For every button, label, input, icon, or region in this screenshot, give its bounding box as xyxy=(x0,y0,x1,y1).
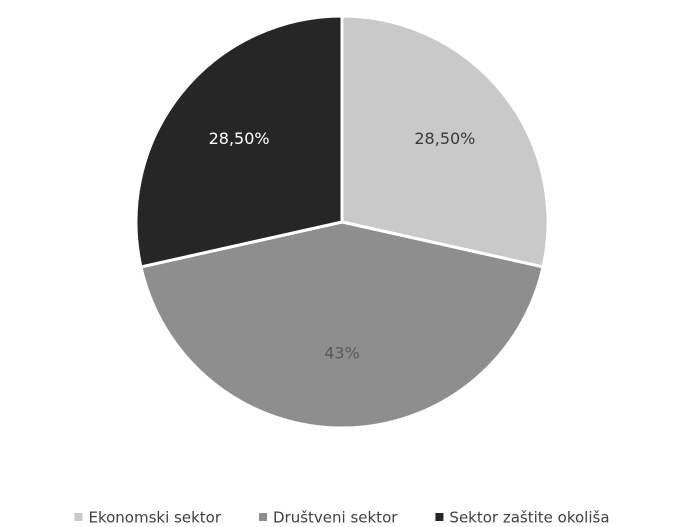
legend-swatch xyxy=(74,513,83,521)
pie-slice xyxy=(134,14,344,269)
legend-swatch xyxy=(435,513,444,521)
data-label: 43% xyxy=(324,343,360,362)
legend-label: Sektor zaštite okoliša xyxy=(449,509,609,527)
data-label: 28,50% xyxy=(209,129,270,148)
data-label: 28,50% xyxy=(414,129,475,148)
legend-label: Ekonomski sektor xyxy=(88,509,221,527)
pie-slice xyxy=(139,220,545,430)
pie-slice xyxy=(340,14,550,269)
legend-label: Društveni sektor xyxy=(273,509,398,527)
legend-swatch xyxy=(258,513,267,521)
